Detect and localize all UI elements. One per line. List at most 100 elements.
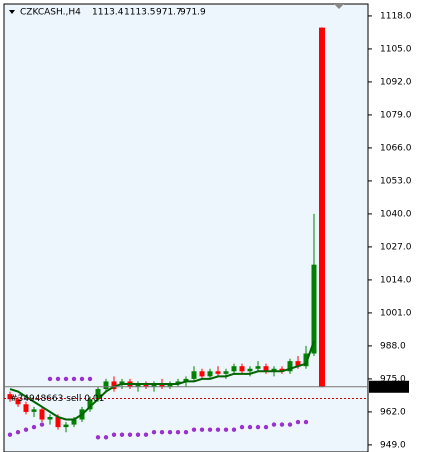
candle-body	[167, 383, 173, 387]
candle-body	[175, 381, 181, 384]
candle-body	[303, 353, 309, 367]
candle-body	[319, 27, 325, 387]
open-value: 1113.4	[92, 8, 124, 18]
candle-body	[39, 409, 45, 420]
candle-body	[255, 366, 261, 369]
candle-body	[311, 264, 317, 354]
y-tick-label: 1092.0	[380, 77, 412, 87]
sar-dot	[287, 422, 293, 427]
sar-dot	[247, 424, 253, 430]
y-tick-label: 1118.0	[380, 11, 412, 21]
candle-body	[31, 409, 37, 412]
price-label: 971.9	[382, 382, 408, 392]
sar-dot	[199, 427, 205, 432]
sar-dot	[271, 422, 277, 427]
candle-body	[63, 424, 69, 428]
candle-body	[55, 416, 61, 428]
symbol: CZKCASH.,H4	[20, 8, 81, 18]
y-tick-label: 1040.0	[380, 209, 412, 219]
candle-body	[15, 399, 21, 405]
candle-body	[239, 366, 245, 372]
candle-body	[135, 383, 141, 387]
sar-dot	[79, 376, 85, 382]
candle-body	[103, 381, 109, 390]
candle-body	[223, 371, 229, 374]
candle-body	[183, 378, 189, 382]
sar-dot	[255, 424, 261, 430]
y-tick-label: 1066.0	[380, 143, 412, 153]
sar-dot	[7, 432, 13, 437]
candle-body	[7, 394, 13, 400]
candle-body	[95, 389, 101, 400]
y-tick-label: 1105.0	[380, 44, 412, 54]
sar-dot	[111, 432, 117, 437]
sar-dot	[71, 376, 77, 382]
y-tick-label: 988.0	[380, 341, 406, 351]
sar-dot	[143, 432, 149, 437]
y-tick-label: 962.0	[380, 407, 406, 417]
candle-body	[47, 416, 53, 420]
candle-body	[191, 371, 197, 379]
sar-dot	[87, 376, 93, 382]
sar-dot	[159, 430, 165, 435]
y-tick-label: 1053.0	[380, 176, 412, 186]
sar-dot	[175, 430, 181, 435]
candle-body	[143, 383, 149, 387]
price-box	[369, 380, 409, 393]
sar-dot	[63, 376, 69, 382]
sar-dot	[127, 432, 133, 437]
sar-dot	[215, 427, 221, 432]
close-value: 971.9	[180, 8, 206, 18]
candle-body	[295, 361, 301, 367]
sar-dot	[303, 419, 309, 425]
candle-body	[247, 368, 253, 372]
sar-dot	[295, 419, 301, 425]
sar-dot	[119, 432, 125, 437]
menu-arrow	[9, 10, 15, 14]
shift-marker	[334, 4, 344, 9]
sar-dot	[31, 424, 37, 430]
y-tick-label: 1079.0	[380, 110, 412, 120]
sar-dot	[167, 430, 173, 435]
candle-body	[287, 361, 293, 372]
sar-dot	[239, 424, 245, 430]
sar-dot	[151, 430, 157, 435]
candle-body	[119, 381, 125, 384]
candle-body	[151, 383, 157, 387]
high-value: 1113.5	[124, 8, 156, 18]
sar-dot	[279, 422, 285, 427]
y-tick-label: 975.0	[380, 374, 406, 384]
order-label: #34948663 sell 0.01	[10, 394, 104, 404]
sar-dot	[207, 427, 213, 432]
sar-dot	[231, 427, 237, 432]
sar-dot	[191, 427, 197, 432]
sar-dot	[55, 376, 61, 382]
candle-body	[207, 371, 213, 377]
moving-average	[9, 340, 315, 421]
sar-dot	[47, 376, 53, 382]
candle-body	[271, 368, 277, 372]
candle-body	[159, 383, 165, 387]
candle-body	[215, 371, 221, 374]
candle-body	[23, 404, 29, 412]
candle-body	[279, 368, 285, 372]
sar-dot	[183, 430, 189, 435]
y-tick-label: 949.0	[380, 440, 406, 450]
plot	[4, 27, 368, 440]
candle-body	[263, 366, 269, 372]
y-tick-label: 1027.0	[380, 242, 412, 252]
candle-body	[199, 371, 205, 377]
candle-body	[87, 399, 93, 410]
candle-body	[111, 381, 117, 390]
y-tick-label: 1014.0	[380, 275, 412, 285]
sar-dot	[39, 422, 45, 427]
candle-body	[231, 366, 237, 372]
sar-dot	[223, 427, 229, 432]
sar-dot	[135, 432, 141, 437]
y-tick-label: 1001.0	[380, 308, 412, 318]
candle-body	[71, 419, 77, 425]
sar-dot	[263, 424, 269, 430]
sar-dot	[23, 427, 29, 432]
